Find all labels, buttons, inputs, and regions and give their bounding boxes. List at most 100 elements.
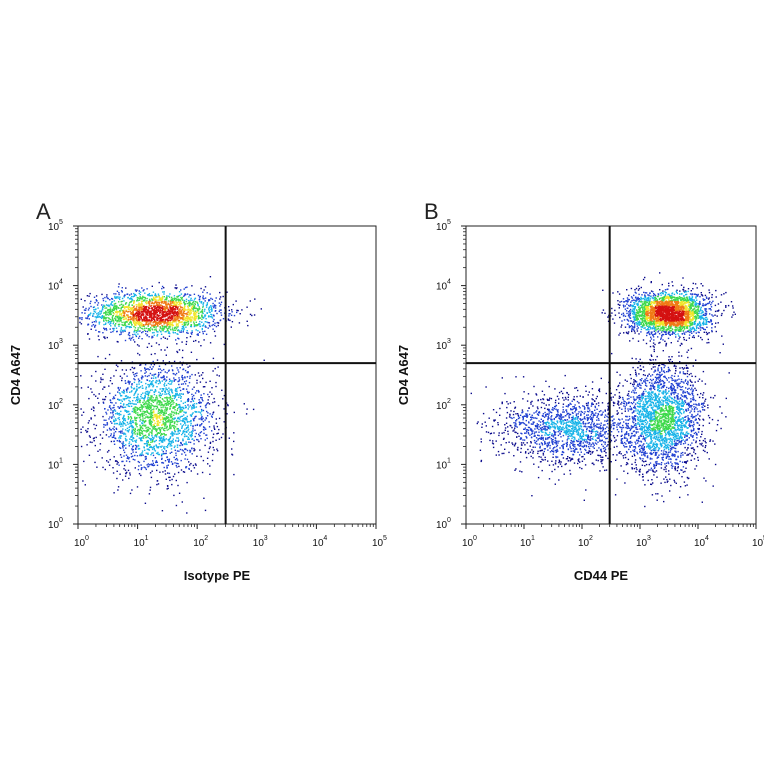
event-dot <box>100 378 102 381</box>
event-dot <box>202 426 205 428</box>
event-dot <box>109 323 111 325</box>
event-dot <box>108 320 110 323</box>
event-dot <box>147 394 150 397</box>
event-dot <box>121 377 123 379</box>
event-dot <box>171 390 173 392</box>
event-dot <box>154 320 156 322</box>
event-dot <box>714 443 716 445</box>
event-dot <box>152 360 154 363</box>
event-dot <box>209 446 211 448</box>
event-dot <box>185 293 187 296</box>
event-dot <box>214 401 216 403</box>
event-dot <box>686 351 688 353</box>
event-dot <box>97 307 99 309</box>
event-dot <box>165 322 167 324</box>
event-dot <box>128 294 131 296</box>
event-dot <box>199 411 201 413</box>
event-dot <box>188 294 191 296</box>
event-dot <box>132 432 134 435</box>
event-dot <box>602 289 604 291</box>
event-dot <box>176 308 178 310</box>
event-dot <box>169 476 171 478</box>
event-dot <box>194 410 196 413</box>
event-dot <box>194 463 197 465</box>
event-dot <box>123 330 126 332</box>
event-dot <box>615 389 618 391</box>
event-dot <box>153 318 155 320</box>
event-dot <box>175 306 177 309</box>
event-dot <box>181 374 183 377</box>
event-dot <box>213 318 215 321</box>
event-dot <box>130 293 133 295</box>
event-dot <box>145 431 148 433</box>
event-dot <box>154 428 157 430</box>
event-dot <box>168 313 170 315</box>
event-dot <box>182 311 185 314</box>
event-dot <box>174 445 176 447</box>
event-dot <box>183 299 186 302</box>
event-dot <box>165 446 167 448</box>
event-dot <box>171 329 174 331</box>
event-dot <box>200 408 203 411</box>
event-dot <box>183 307 186 309</box>
event-dot <box>148 305 150 307</box>
event-dot <box>180 301 182 303</box>
event-dot <box>113 375 115 377</box>
event-dot <box>679 344 681 347</box>
event-dot <box>152 438 154 440</box>
event-dot <box>174 406 176 408</box>
event-dot <box>160 394 162 396</box>
event-dot <box>155 405 158 408</box>
event-dot <box>164 419 167 421</box>
event-dot <box>155 296 157 298</box>
event-dot <box>208 308 210 310</box>
event-dot <box>644 484 646 486</box>
event-dot <box>142 331 144 333</box>
event-dot <box>180 442 182 445</box>
event-dot <box>599 470 601 472</box>
event-dot <box>214 428 216 430</box>
event-dot <box>189 404 192 407</box>
event-dot <box>177 437 179 439</box>
event-dot <box>163 422 166 424</box>
event-dot <box>93 393 95 396</box>
event-dot <box>176 326 178 328</box>
event-dot <box>136 433 139 435</box>
event-dot <box>186 330 188 332</box>
event-dot <box>111 416 113 418</box>
event-dot <box>154 440 156 442</box>
event-dot <box>156 464 159 466</box>
event-dot <box>142 313 145 315</box>
event-dot <box>678 351 680 353</box>
event-dot <box>138 429 141 432</box>
event-dot <box>205 428 207 430</box>
event-dot <box>177 320 179 322</box>
event-dot <box>169 413 171 415</box>
event-dot <box>131 410 133 413</box>
event-dot <box>730 301 733 303</box>
event-dot <box>130 317 132 319</box>
event-dot <box>125 369 127 371</box>
event-dot <box>146 317 148 320</box>
event-dot <box>150 395 152 397</box>
event-dot <box>137 428 139 431</box>
event-dot <box>149 421 152 423</box>
event-dot <box>641 476 644 478</box>
event-dot <box>146 310 149 312</box>
event-dot <box>145 321 147 324</box>
event-dot <box>175 464 177 467</box>
event-dot <box>637 366 639 369</box>
event-dot <box>123 455 125 457</box>
event-dot <box>214 324 216 327</box>
event-dot <box>198 402 200 404</box>
event-dot <box>194 449 196 451</box>
event-dot <box>557 466 559 468</box>
event-dot <box>132 440 134 442</box>
event-dot <box>131 390 133 392</box>
event-dot <box>166 329 169 331</box>
event-dot <box>127 405 130 407</box>
event-dot <box>106 294 108 296</box>
event-dot <box>150 432 153 434</box>
event-dot <box>194 318 196 320</box>
event-dot <box>156 396 158 399</box>
